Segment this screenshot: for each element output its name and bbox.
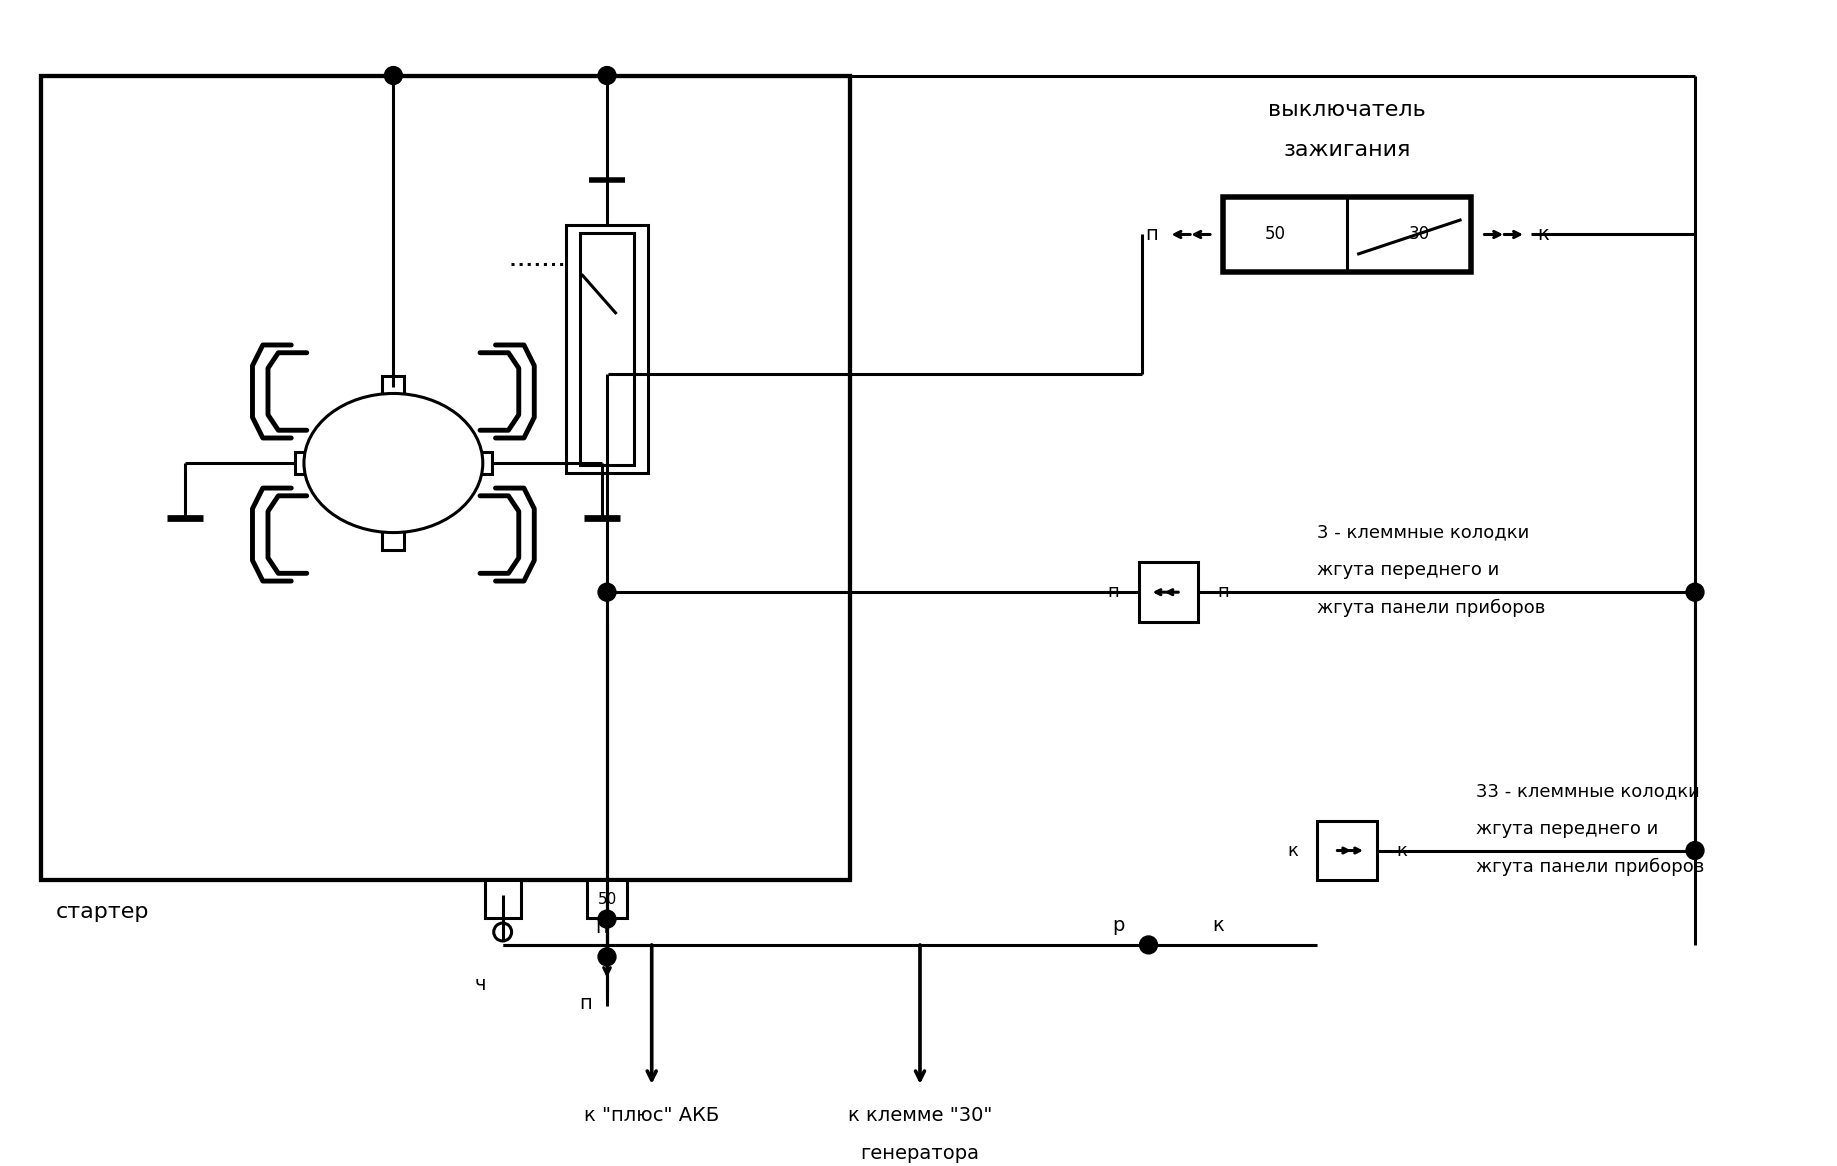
- Text: жгута панели приборов: жгута панели приборов: [1317, 599, 1545, 617]
- Text: п: п: [595, 918, 608, 936]
- Text: 30: 30: [1409, 225, 1429, 244]
- Text: 33 - клеммные колодки: 33 - клеммные колодки: [1477, 782, 1701, 800]
- Text: п: п: [1144, 225, 1157, 244]
- Circle shape: [599, 583, 615, 602]
- Text: выключатель: выключатель: [1268, 100, 1426, 120]
- Circle shape: [1686, 842, 1705, 859]
- Text: к: к: [1538, 225, 1549, 244]
- Bar: [382, 522, 404, 550]
- Circle shape: [1139, 936, 1157, 954]
- Bar: [1317, 821, 1378, 880]
- Bar: [296, 452, 323, 473]
- Bar: [1223, 197, 1471, 272]
- Text: к: к: [1396, 842, 1407, 859]
- Text: 3 - клеммные колодки: 3 - клеммные колодки: [1317, 524, 1530, 541]
- Ellipse shape: [303, 393, 483, 533]
- Text: генератора: генератора: [860, 1144, 979, 1163]
- Bar: [580, 232, 634, 465]
- Text: р: р: [1113, 915, 1124, 935]
- Text: к клемме "30": к клемме "30": [849, 1105, 992, 1125]
- Text: ч: ч: [476, 975, 487, 995]
- Text: п: п: [1218, 583, 1229, 602]
- Circle shape: [599, 948, 615, 965]
- Text: к: к: [1288, 842, 1299, 859]
- Circle shape: [599, 911, 615, 928]
- Bar: [1139, 562, 1198, 621]
- Text: жгута панели приборов: жгута панели приборов: [1477, 857, 1705, 876]
- Text: жгута переднего и: жгута переднего и: [1317, 561, 1499, 580]
- Text: стартер: стартер: [55, 902, 149, 922]
- Text: 50: 50: [597, 892, 617, 907]
- Text: 50: 50: [1264, 225, 1286, 244]
- Bar: [588, 880, 626, 918]
- Circle shape: [599, 66, 615, 84]
- Bar: [40, 76, 851, 880]
- Text: к: к: [1212, 915, 1223, 935]
- Bar: [382, 375, 404, 403]
- Bar: [465, 452, 492, 473]
- Text: п: п: [579, 995, 592, 1013]
- Text: зажигания: зажигания: [1284, 140, 1411, 160]
- Circle shape: [384, 66, 402, 84]
- Text: жгута переднего и: жгута переднего и: [1477, 820, 1659, 837]
- Text: к "плюс" АКБ: к "плюс" АКБ: [584, 1105, 720, 1125]
- Text: п: п: [1108, 583, 1119, 602]
- Circle shape: [1686, 583, 1705, 602]
- Bar: [485, 880, 520, 918]
- Bar: [566, 225, 648, 473]
